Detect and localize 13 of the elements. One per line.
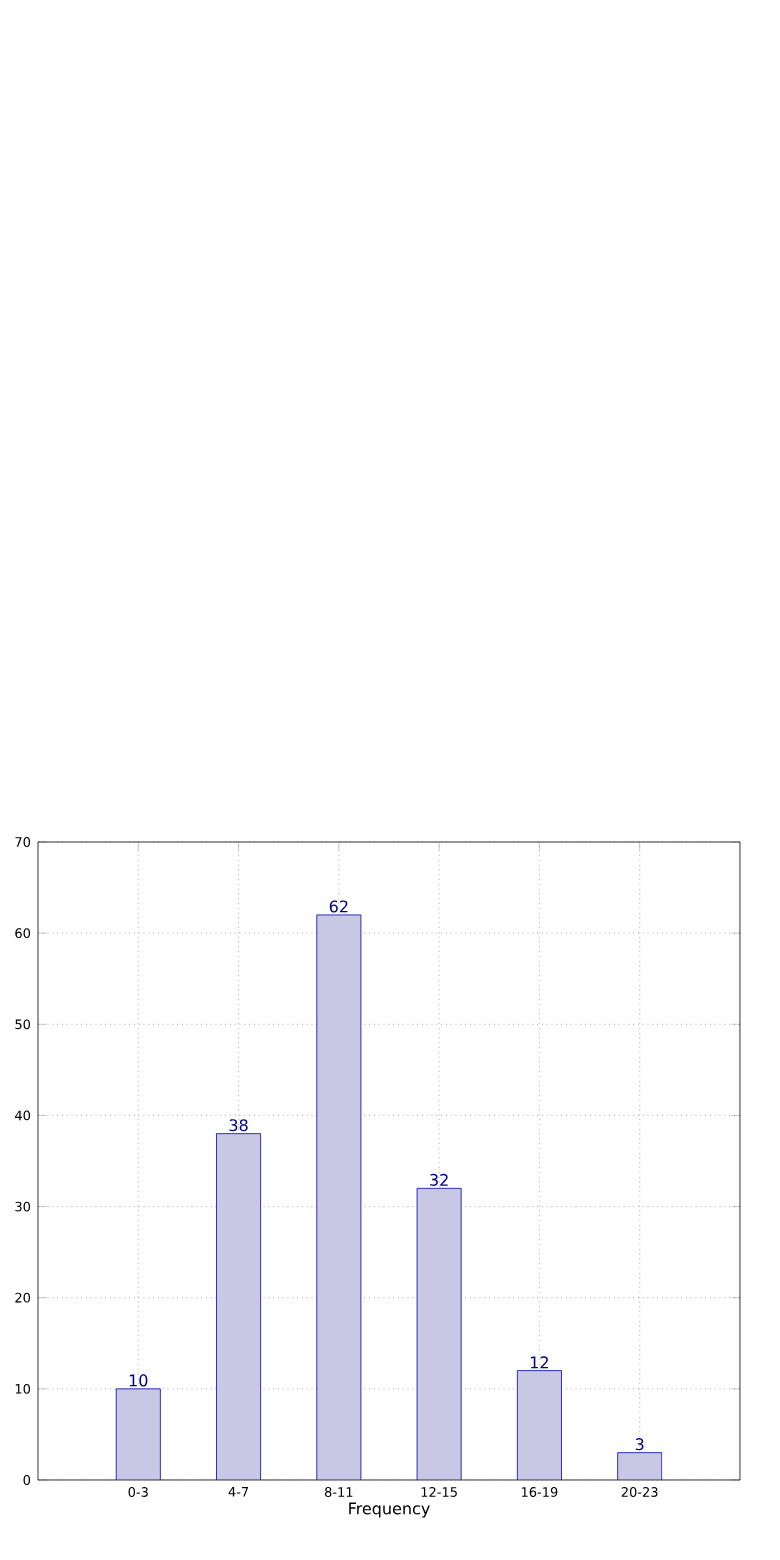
bar (516, 1370, 562, 1480)
data-label: 32 (430, 1173, 448, 1186)
data-label: 3 (635, 1438, 644, 1451)
data-label: 10 (129, 1374, 148, 1387)
data-label: 62 (329, 900, 348, 913)
bar (617, 1452, 663, 1480)
bar (216, 1133, 262, 1480)
bar (115, 1388, 161, 1480)
bar (416, 1187, 462, 1480)
x-axis-title: Frequency (349, 1502, 430, 1518)
bar (316, 914, 362, 1480)
data-label: 38 (229, 1119, 248, 1132)
data-label: 12 (530, 1356, 548, 1369)
